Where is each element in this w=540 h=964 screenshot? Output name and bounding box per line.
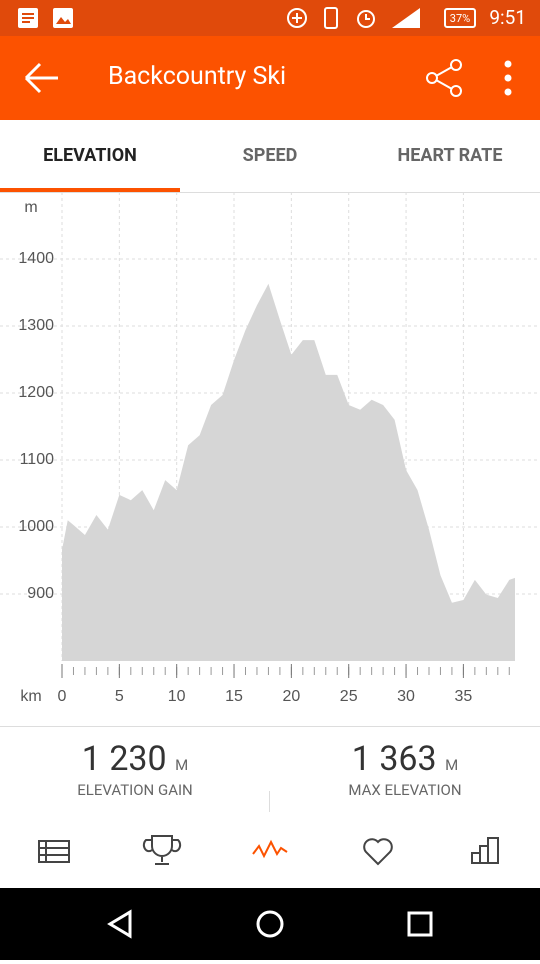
x-tick-label: 30 bbox=[397, 688, 415, 705]
recents[interactable] bbox=[407, 911, 433, 937]
stat-label: MAX ELEVATION bbox=[348, 781, 462, 799]
stats-panel: 1 230 M ELEVATION GAIN 1 363 M MAX ELEVA… bbox=[0, 726, 540, 814]
bottom-nav bbox=[0, 812, 540, 888]
stat-unit: M bbox=[175, 756, 189, 774]
back[interactable] bbox=[107, 909, 132, 939]
x-tick-label: 15 bbox=[225, 688, 243, 705]
nav-list[interactable] bbox=[38, 840, 70, 863]
nav-trophy[interactable] bbox=[142, 835, 182, 865]
screen-title: Backcountry Ski bbox=[108, 62, 287, 91]
app-bar: Backcountry Ski bbox=[0, 36, 540, 120]
x-tick-label: 20 bbox=[282, 688, 300, 705]
nav-stats[interactable] bbox=[471, 837, 499, 864]
x-tick-label: 0 bbox=[58, 688, 67, 705]
stat: 1 363 M MAX ELEVATION bbox=[270, 727, 540, 799]
y-tick-label: 1200 bbox=[18, 384, 54, 401]
tab[interactable]: HEART RATE bbox=[397, 145, 503, 166]
x-tick-label: 5 bbox=[115, 688, 124, 705]
tab[interactable]: ELEVATION bbox=[43, 145, 137, 166]
x-unit: km bbox=[20, 688, 41, 705]
stat-unit: M bbox=[445, 756, 459, 774]
y-tick-label: 1000 bbox=[18, 518, 54, 535]
battery-level: 37% bbox=[450, 12, 470, 25]
stat-label: ELEVATION GAIN bbox=[77, 781, 193, 799]
y-tick-label: 1400 bbox=[18, 250, 54, 267]
y-unit: m bbox=[24, 199, 37, 216]
share-button[interactable] bbox=[424, 58, 464, 98]
x-tick-label: 35 bbox=[454, 688, 472, 705]
elevation-area bbox=[62, 283, 515, 661]
back-button[interactable] bbox=[20, 58, 64, 98]
y-tick-label: 1300 bbox=[18, 317, 54, 334]
stat-value: 1 363 bbox=[351, 739, 437, 779]
system-buttons bbox=[107, 909, 433, 939]
menu-button[interactable] bbox=[498, 58, 518, 98]
divider bbox=[269, 791, 270, 813]
tab-indicator bbox=[0, 188, 180, 192]
stat: 1 230 M ELEVATION GAIN bbox=[0, 727, 270, 799]
stat-value: 1 230 bbox=[81, 739, 167, 779]
tab-bar: ELEVATION SPEED HEART RATE bbox=[0, 120, 540, 193]
tab[interactable]: SPEED bbox=[242, 145, 298, 166]
y-tick-label: 900 bbox=[27, 585, 54, 602]
nav-icons bbox=[38, 835, 499, 866]
system-nav bbox=[0, 888, 540, 960]
status-bar: 37% 9:51 bbox=[0, 0, 540, 36]
x-tick-label: 25 bbox=[340, 688, 358, 705]
nav-heart[interactable] bbox=[363, 838, 393, 866]
home[interactable] bbox=[256, 910, 284, 938]
status-icons: 37% 9:51 bbox=[18, 6, 526, 29]
y-tick-label: 1100 bbox=[20, 451, 55, 468]
x-tick-label: 10 bbox=[168, 688, 186, 705]
nav-analysis[interactable] bbox=[252, 839, 288, 859]
clock: 9:51 bbox=[489, 6, 526, 29]
